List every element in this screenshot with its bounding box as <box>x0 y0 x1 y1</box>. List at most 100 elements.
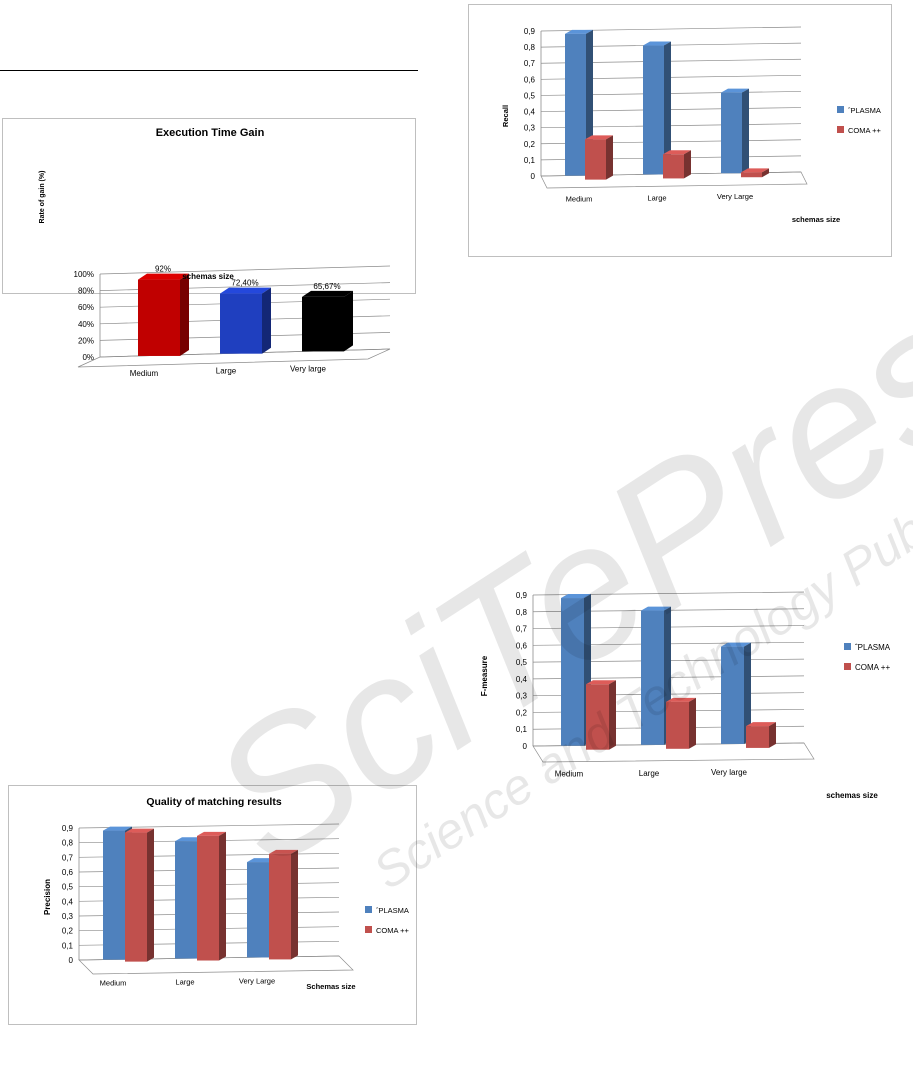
y-tick-label: 0,2 <box>516 708 528 717</box>
bar-series2-side <box>769 722 776 748</box>
bar-series1-top <box>247 858 276 863</box>
bar-series2 <box>585 139 606 180</box>
bar-series1-top <box>175 837 204 842</box>
data-label: 65,67% <box>313 282 340 291</box>
y-tick-label: 0,8 <box>62 839 74 848</box>
bar-series1-top <box>721 642 751 647</box>
y-tick-label: 0,1 <box>62 941 74 950</box>
bar-series1-side <box>742 88 749 174</box>
bar-series2-top <box>585 135 613 140</box>
bar-series2 <box>666 701 689 749</box>
recall-chart: 0 0,1 0,2 0,3 0,4 0,5 0,6 0,7 0,8 0,9 Medium Large V… <box>468 4 892 257</box>
f-measure-svg: 0 0,1 0,2 0,3 0,4 0,5 0,6 0,7 0,8 0,9 Medium Large V… <box>480 591 891 800</box>
bar-series1 <box>643 45 664 175</box>
y-tick-label: 0,2 <box>524 140 536 149</box>
x-category-label: Medium <box>566 195 593 204</box>
bar-series2-top <box>666 697 696 702</box>
y-axis-label: Precision <box>43 879 52 915</box>
bar-series2-side <box>684 150 691 179</box>
chart-title: Quality of matching results <box>146 796 282 808</box>
legend-label: COMA ++ <box>848 126 882 135</box>
x-category-label: Large <box>647 193 666 202</box>
bar-series2-top <box>586 680 616 685</box>
bar-series1-top <box>302 290 353 297</box>
precision-chart: 0 0,1 0,2 0,3 0,4 0,5 0,6 0,7 0,8 0,9 Medium Large V… <box>8 785 417 1025</box>
y-tick-label: 0,4 <box>524 108 536 117</box>
x-category-label: Very Large <box>717 192 753 201</box>
bar-series1 <box>565 33 586 176</box>
y-tick-label: 0,5 <box>516 658 528 667</box>
y-tick-label: 0,1 <box>516 725 528 734</box>
y-tick-label: 80% <box>78 287 94 296</box>
x-category-label: Large <box>639 769 660 778</box>
bar-series2 <box>586 684 609 750</box>
bar-series1-top <box>643 41 671 46</box>
legend-swatch <box>365 926 372 933</box>
bar-series2-top <box>269 849 298 854</box>
gridline <box>99 265 391 275</box>
y-tick-label: 0,9 <box>524 27 536 36</box>
y-tick-label: 0,3 <box>516 692 528 701</box>
y-tick-label: 0,4 <box>516 675 528 684</box>
bar-series1 <box>721 92 742 174</box>
x-axis-label: Schemas size <box>306 982 355 991</box>
bar-series2 <box>741 172 762 178</box>
y-tick-label: 0,7 <box>524 59 536 68</box>
bar-series2-side <box>606 135 613 180</box>
y-tick-label: 0,6 <box>516 641 528 650</box>
x-axis-label: schemas size <box>792 215 840 224</box>
legend-label: ˆPLASMA <box>855 643 891 652</box>
execution-time-gain-svg: 0% 20% 40% 60% 80% 100% 92% Medium 72,40% Large 65… <box>39 127 391 378</box>
y-tick-label: 0,7 <box>516 625 528 634</box>
x-category-label: Medium <box>100 979 127 988</box>
bar-series1-top <box>138 273 189 280</box>
bar-series1-top <box>721 88 749 93</box>
y-axis-label: F-measure <box>480 655 489 696</box>
chart-title: Execution Time Gain <box>156 127 265 139</box>
y-tick-label: 40% <box>78 320 94 329</box>
x-category-label: Medium <box>130 369 159 378</box>
bar-series2-side <box>147 828 154 962</box>
bar-series2 <box>269 853 291 960</box>
y-tick-label: 0,8 <box>524 43 536 52</box>
bar-series1 <box>302 296 344 352</box>
data-label: 72,40% <box>231 279 258 288</box>
bar-series2-side <box>762 168 769 178</box>
floor-plane <box>540 171 808 189</box>
y-tick-label: 0,4 <box>62 897 74 906</box>
bar-series1-side <box>344 290 353 352</box>
x-category-label: Large <box>175 978 194 987</box>
legend-label: COMA ++ <box>376 926 410 935</box>
x-axis-label: schemas size <box>182 272 234 281</box>
legend-label: COMA ++ <box>855 663 890 672</box>
legend-label: ˆPLASMA <box>848 106 881 115</box>
y-tick-label: 0,2 <box>62 927 74 936</box>
y-tick-label: 0 <box>523 742 528 751</box>
y-axis-label: Rate of gain (%) <box>39 171 46 224</box>
y-tick-label: 100% <box>74 270 94 279</box>
bar-series1 <box>561 598 584 746</box>
floor-plane <box>532 742 815 763</box>
bar-series1-side <box>262 287 271 354</box>
y-axis-label: Recall <box>501 105 510 127</box>
y-tick-label: 0,9 <box>62 824 74 833</box>
bar-series1 <box>175 841 197 959</box>
x-axis-label: schemas size <box>826 791 878 800</box>
y-tick-label: 0,6 <box>62 868 74 877</box>
bar-series1 <box>138 279 180 356</box>
section-rule <box>0 70 418 71</box>
y-tick-label: 0 <box>531 172 536 181</box>
bar-series2 <box>663 154 684 179</box>
y-tick-label: 0,5 <box>62 883 74 892</box>
bar-series1 <box>247 862 269 958</box>
bar-series1 <box>103 830 125 960</box>
bar-series1 <box>721 646 744 744</box>
bar-series2-top <box>746 722 776 727</box>
bar-series1-top <box>103 826 132 831</box>
bar-series2-top <box>197 831 226 836</box>
legend-label: ˆPLASMA <box>376 906 409 915</box>
bar-series2-side <box>689 697 696 749</box>
bar-series1-side <box>180 273 189 356</box>
y-tick-label: 0 <box>69 956 74 965</box>
y-tick-label: 0,1 <box>524 156 536 165</box>
